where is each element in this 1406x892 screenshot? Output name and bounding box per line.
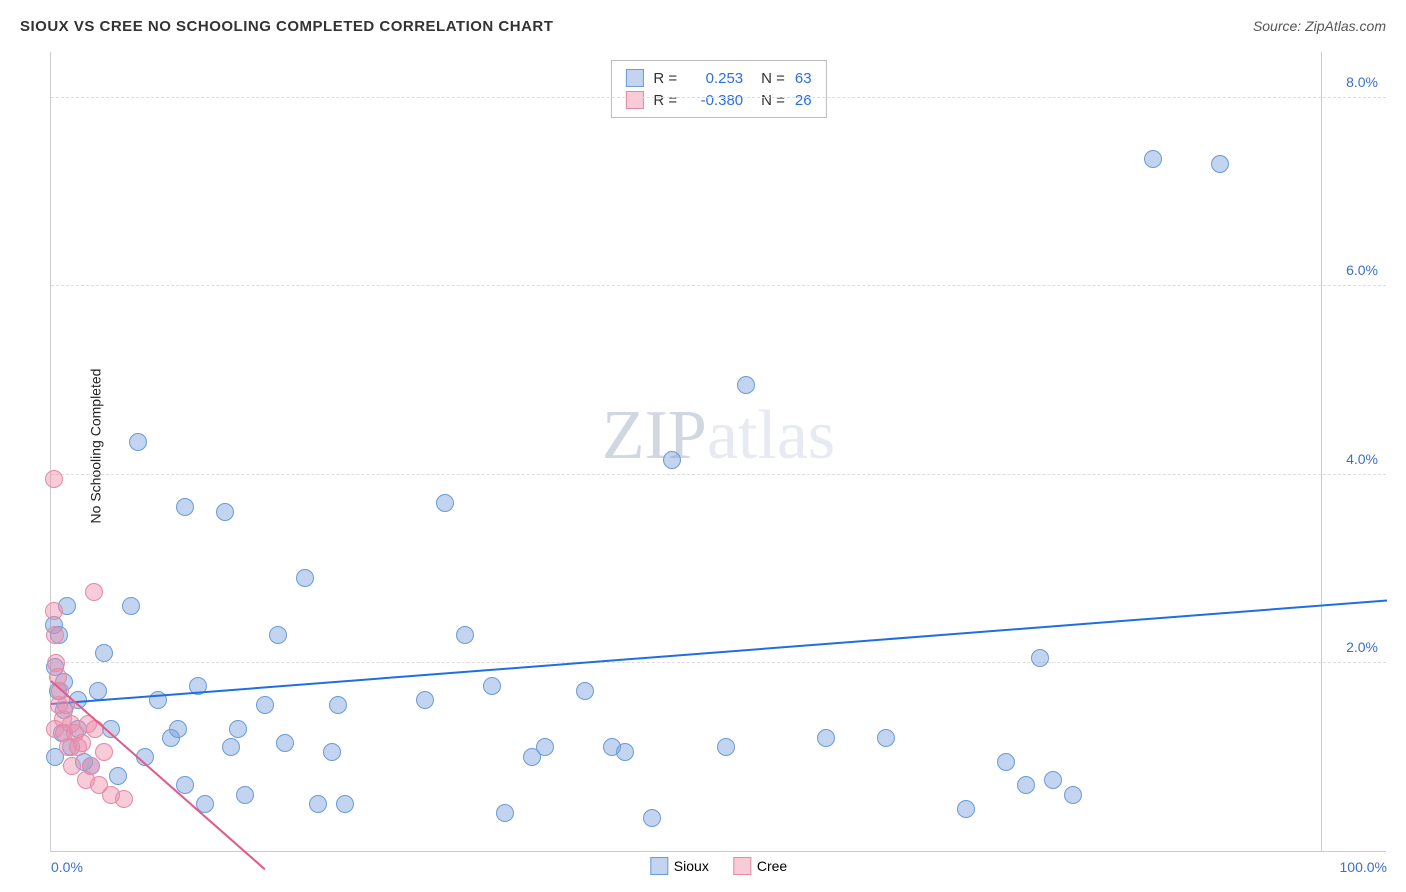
data-point xyxy=(323,743,341,761)
data-point xyxy=(229,720,247,738)
data-point xyxy=(483,677,501,695)
n-label: N = xyxy=(761,92,785,109)
data-point xyxy=(663,451,681,469)
scatter-chart: ZIPatlas R =0.253N =63R =-0.380N =26 Sio… xyxy=(50,52,1386,852)
watermark: ZIPatlas xyxy=(602,396,835,476)
data-point xyxy=(877,729,895,747)
data-point xyxy=(817,729,835,747)
x-tick-label: 0.0% xyxy=(51,859,83,875)
data-point xyxy=(169,720,187,738)
gridline xyxy=(51,97,1386,98)
data-point xyxy=(737,376,755,394)
stats-row: R = -0.380 N = 26 xyxy=(625,89,811,111)
data-point xyxy=(1044,771,1062,789)
gridline xyxy=(51,285,1386,286)
legend-label: Cree xyxy=(757,858,787,874)
data-point xyxy=(1017,776,1035,794)
data-point xyxy=(129,433,147,451)
series-legend: Sioux Cree xyxy=(650,857,787,875)
data-point xyxy=(269,626,287,644)
data-point xyxy=(1031,649,1049,667)
legend-label: Sioux xyxy=(674,858,709,874)
x-tick-label: 100.0% xyxy=(1340,859,1387,875)
n-label: N = xyxy=(761,70,785,87)
watermark-bold: ZIP xyxy=(602,397,707,474)
series-swatch xyxy=(625,91,643,109)
data-point xyxy=(329,696,347,714)
data-point xyxy=(496,804,514,822)
stats-row: R = 0.253 N = 63 xyxy=(625,67,811,89)
r-label: R = xyxy=(653,92,677,109)
gridline xyxy=(51,474,1386,475)
data-point xyxy=(89,682,107,700)
legend-item: Cree xyxy=(733,857,787,875)
trend-line xyxy=(51,600,1387,706)
r-value: 0.253 xyxy=(687,70,743,87)
data-point xyxy=(957,800,975,818)
data-point xyxy=(82,757,100,775)
data-point xyxy=(46,626,64,644)
data-point xyxy=(416,691,434,709)
data-point xyxy=(276,734,294,752)
data-point xyxy=(336,795,354,813)
legend-swatch xyxy=(733,857,751,875)
right-axis-line xyxy=(1321,52,1322,851)
watermark-light: atlas xyxy=(707,397,835,474)
y-tick-label: 4.0% xyxy=(1346,451,1378,467)
data-point xyxy=(109,767,127,785)
data-point xyxy=(95,743,113,761)
chart-header: SIOUX VS CREE NO SCHOOLING COMPLETED COR… xyxy=(20,18,1386,48)
data-point xyxy=(1064,786,1082,804)
correlation-stats-box: R = 0.253 N = 63 R = -0.380 N = 26 xyxy=(610,60,826,118)
data-point xyxy=(236,786,254,804)
chart-title: SIOUX VS CREE NO SCHOOLING COMPLETED COR… xyxy=(20,18,553,35)
data-point xyxy=(436,494,454,512)
r-label: R = xyxy=(653,70,677,87)
source-attribution: Source: ZipAtlas.com xyxy=(1253,18,1386,34)
data-point xyxy=(717,738,735,756)
data-point xyxy=(216,503,234,521)
legend-item: Sioux xyxy=(650,857,709,875)
r-value: -0.380 xyxy=(687,92,743,109)
data-point xyxy=(616,743,634,761)
data-point xyxy=(73,734,91,752)
data-point xyxy=(122,597,140,615)
data-point xyxy=(536,738,554,756)
data-point xyxy=(1211,155,1229,173)
data-point xyxy=(95,644,113,662)
n-value: 63 xyxy=(795,70,812,87)
data-point xyxy=(63,757,81,775)
data-point xyxy=(1144,150,1162,168)
data-point xyxy=(256,696,274,714)
data-point xyxy=(176,498,194,516)
gridline xyxy=(51,662,1386,663)
data-point xyxy=(45,602,63,620)
data-point xyxy=(576,682,594,700)
data-point xyxy=(309,795,327,813)
y-tick-label: 8.0% xyxy=(1346,74,1378,90)
data-point xyxy=(997,753,1015,771)
data-point xyxy=(45,470,63,488)
data-point xyxy=(86,720,104,738)
y-tick-label: 2.0% xyxy=(1346,639,1378,655)
legend-swatch xyxy=(650,857,668,875)
data-point xyxy=(456,626,474,644)
data-point xyxy=(222,738,240,756)
data-point xyxy=(85,583,103,601)
data-point xyxy=(115,790,133,808)
data-point xyxy=(643,809,661,827)
data-point xyxy=(296,569,314,587)
n-value: 26 xyxy=(795,92,812,109)
y-tick-label: 6.0% xyxy=(1346,262,1378,278)
series-swatch xyxy=(625,69,643,87)
